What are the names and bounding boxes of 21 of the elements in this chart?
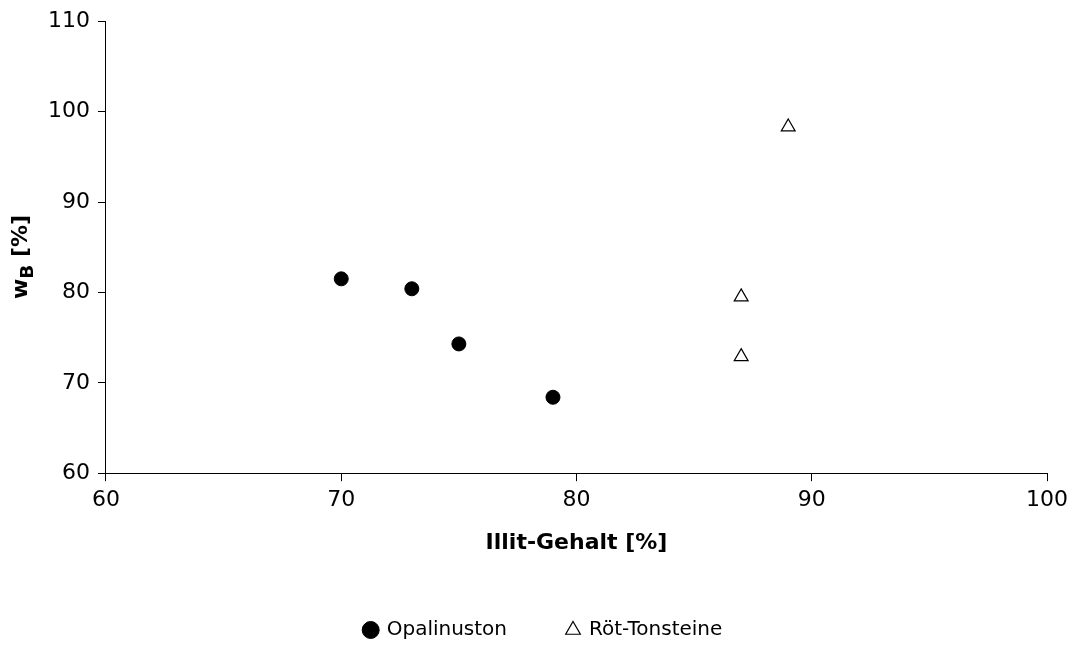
x-tick-label: 100: [1026, 486, 1068, 512]
point: [780, 118, 796, 132]
y-tick-label: 100: [47, 97, 90, 123]
y-tick-label: 80: [61, 278, 90, 304]
legend-label: Röt-Tonsteine: [589, 616, 723, 641]
y-tick-label: 110: [47, 6, 90, 32]
point: [404, 281, 420, 297]
x-tick-label: 70: [327, 486, 356, 512]
legend-label: Opalinuston: [386, 616, 508, 641]
point: [545, 389, 561, 405]
x-tick-label: 80: [562, 486, 591, 512]
y-tick-label: 60: [61, 458, 90, 484]
y-tick-label: 90: [61, 187, 90, 213]
x-axis-title: Illit-Gehalt [%]: [485, 528, 668, 554]
point: [733, 347, 749, 362]
point: [733, 288, 749, 302]
x-tick-label: 90: [797, 486, 826, 512]
y-tick-label: 70: [61, 368, 90, 394]
point: [451, 336, 467, 352]
point: [333, 271, 349, 287]
x-tick-label: 60: [91, 486, 120, 512]
